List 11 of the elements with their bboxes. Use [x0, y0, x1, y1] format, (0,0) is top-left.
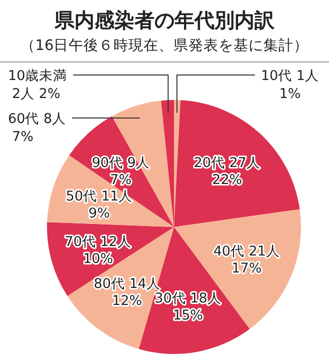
slice-label: 10代 1人 1%	[260, 68, 319, 102]
slice-label: 70代 12人 10%	[64, 234, 132, 267]
data-label: 2人 2%	[12, 86, 60, 102]
chart-subtitle: （16日午後６時現在、県発表を基に集計）	[20, 37, 309, 54]
slice-label: 60代 8人 7%	[8, 111, 66, 145]
slice-label: 20代 27人 22%	[194, 154, 260, 188]
slice-label: 10歳未満	[8, 68, 68, 84]
chart-title: 県内感染者の年代別内訳	[54, 8, 276, 32]
slice-label: 30代 18人 15%	[154, 290, 222, 324]
slice-label: 50代 11人 9%	[66, 188, 133, 222]
slice-label: 40代 21人 17%	[213, 243, 280, 276]
